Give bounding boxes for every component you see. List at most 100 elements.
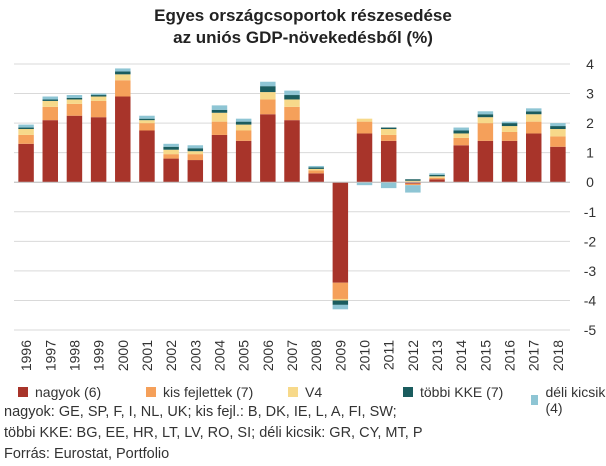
bar-segment xyxy=(284,95,300,100)
y-tick-label: -3 xyxy=(584,263,597,279)
bar-segment xyxy=(526,114,542,122)
bar-segment xyxy=(356,133,373,183)
legend-item: többi KKE (7) xyxy=(403,384,503,400)
bar-segment xyxy=(550,146,566,183)
bar-segment xyxy=(235,130,252,141)
bar-segment xyxy=(501,123,518,127)
bar-segment xyxy=(42,96,58,100)
bar-segment xyxy=(66,115,83,183)
bar-segment xyxy=(139,118,155,121)
y-tick-label: 2 xyxy=(586,115,594,131)
source-note: Forrás: Eurostat, Portfolio xyxy=(4,446,170,462)
legend-swatch xyxy=(146,387,156,397)
legend-label: kis fejlettek (7) xyxy=(163,384,254,400)
bar-segment xyxy=(429,179,445,183)
x-tick-label: 2000 xyxy=(115,340,131,371)
bar-segment xyxy=(477,117,494,124)
x-tick-label: 2012 xyxy=(405,340,421,371)
bar-segment xyxy=(90,95,107,97)
legend-item: déli kicsik (4) xyxy=(531,384,606,416)
bar-segment xyxy=(356,182,373,186)
bar-segment xyxy=(187,154,204,161)
bar-segment xyxy=(115,80,131,97)
y-tick-label: 3 xyxy=(586,86,594,102)
legend-swatch xyxy=(403,387,413,397)
bar-segment xyxy=(380,134,397,141)
bar-segment xyxy=(66,95,83,98)
bar-segment xyxy=(453,130,469,134)
bar-segment xyxy=(453,137,469,146)
bar-segment xyxy=(115,71,131,75)
legend-item: V4 xyxy=(288,384,322,400)
x-tick-label: 2014 xyxy=(453,340,469,371)
bar-segment xyxy=(501,121,518,124)
bar-segment xyxy=(260,114,276,183)
bar-segment xyxy=(477,111,494,115)
bar-segment xyxy=(477,114,494,118)
bar-segment xyxy=(115,96,131,183)
bar-segment xyxy=(405,179,421,181)
x-tick-label: 1999 xyxy=(91,340,107,371)
bar-segment xyxy=(453,145,469,183)
bar-segment xyxy=(380,140,397,183)
y-tick-label: 1 xyxy=(586,145,594,161)
x-tick-label: 2018 xyxy=(550,340,566,371)
chart-title-line2: az uniós GDP-növekedésből (%) xyxy=(173,28,433,47)
bar-segment xyxy=(526,133,542,183)
bar-segment xyxy=(90,117,107,183)
bar-segment xyxy=(163,143,179,147)
x-tick-label: 2009 xyxy=(332,340,348,371)
bar-segment xyxy=(284,106,300,121)
bar-segment xyxy=(18,143,34,183)
bar-segment xyxy=(332,300,349,305)
bar-segment xyxy=(550,129,566,137)
bar-segment xyxy=(18,134,34,144)
legend-swatch xyxy=(531,395,539,405)
bar-segment xyxy=(42,120,58,183)
bar-segment xyxy=(18,124,34,128)
bar-segment xyxy=(139,115,155,119)
bar-segment xyxy=(163,149,179,155)
x-tick-label: 2010 xyxy=(357,340,373,371)
chart-title-line1: Egyes országcsoportok részesedése xyxy=(154,6,452,25)
x-tick-label: 1997 xyxy=(42,340,58,371)
y-tick-label: 4 xyxy=(586,56,594,72)
bar-segment xyxy=(501,126,518,132)
bar-segment xyxy=(501,131,518,141)
y-tick-label: -5 xyxy=(584,322,597,338)
bar-segment xyxy=(429,173,445,175)
legend-item: kis fejlettek (7) xyxy=(146,384,253,400)
bar-segment xyxy=(115,68,131,72)
bar-segment xyxy=(235,118,252,122)
bar-segment xyxy=(405,182,421,184)
bar-segment xyxy=(211,105,228,110)
bar-segment xyxy=(163,154,179,159)
bar-segment xyxy=(187,160,204,183)
bar-segment xyxy=(139,130,155,183)
x-tick-label: 1996 xyxy=(18,340,34,371)
bar-segment xyxy=(211,112,228,122)
bar-segment xyxy=(550,123,566,127)
x-tick-label: 2006 xyxy=(260,340,276,371)
bar-segment xyxy=(163,158,179,183)
bar-segment xyxy=(42,99,58,101)
bar-segment xyxy=(235,124,252,131)
bar-segment xyxy=(42,100,58,107)
y-tick-label: -4 xyxy=(584,292,597,308)
bar-segment xyxy=(332,282,349,299)
bar-segment xyxy=(429,177,445,180)
bar-segment xyxy=(332,182,349,283)
bar-segment xyxy=(429,176,445,178)
bar-segment xyxy=(66,97,83,100)
bar-segment xyxy=(501,140,518,183)
bar-segment xyxy=(380,129,397,135)
bar-segment xyxy=(42,106,58,121)
bar-segment xyxy=(308,165,324,168)
note-country-groups-1: nagyok: GE, SP, F, I, NL, UK; kis fejl.:… xyxy=(4,404,397,420)
y-tick-label: -2 xyxy=(584,233,597,249)
bar-segment xyxy=(211,109,228,113)
bar-segment xyxy=(187,148,204,152)
bar-segment xyxy=(235,140,252,183)
bar-segment xyxy=(526,108,542,112)
x-tick-label: 2005 xyxy=(236,340,252,371)
